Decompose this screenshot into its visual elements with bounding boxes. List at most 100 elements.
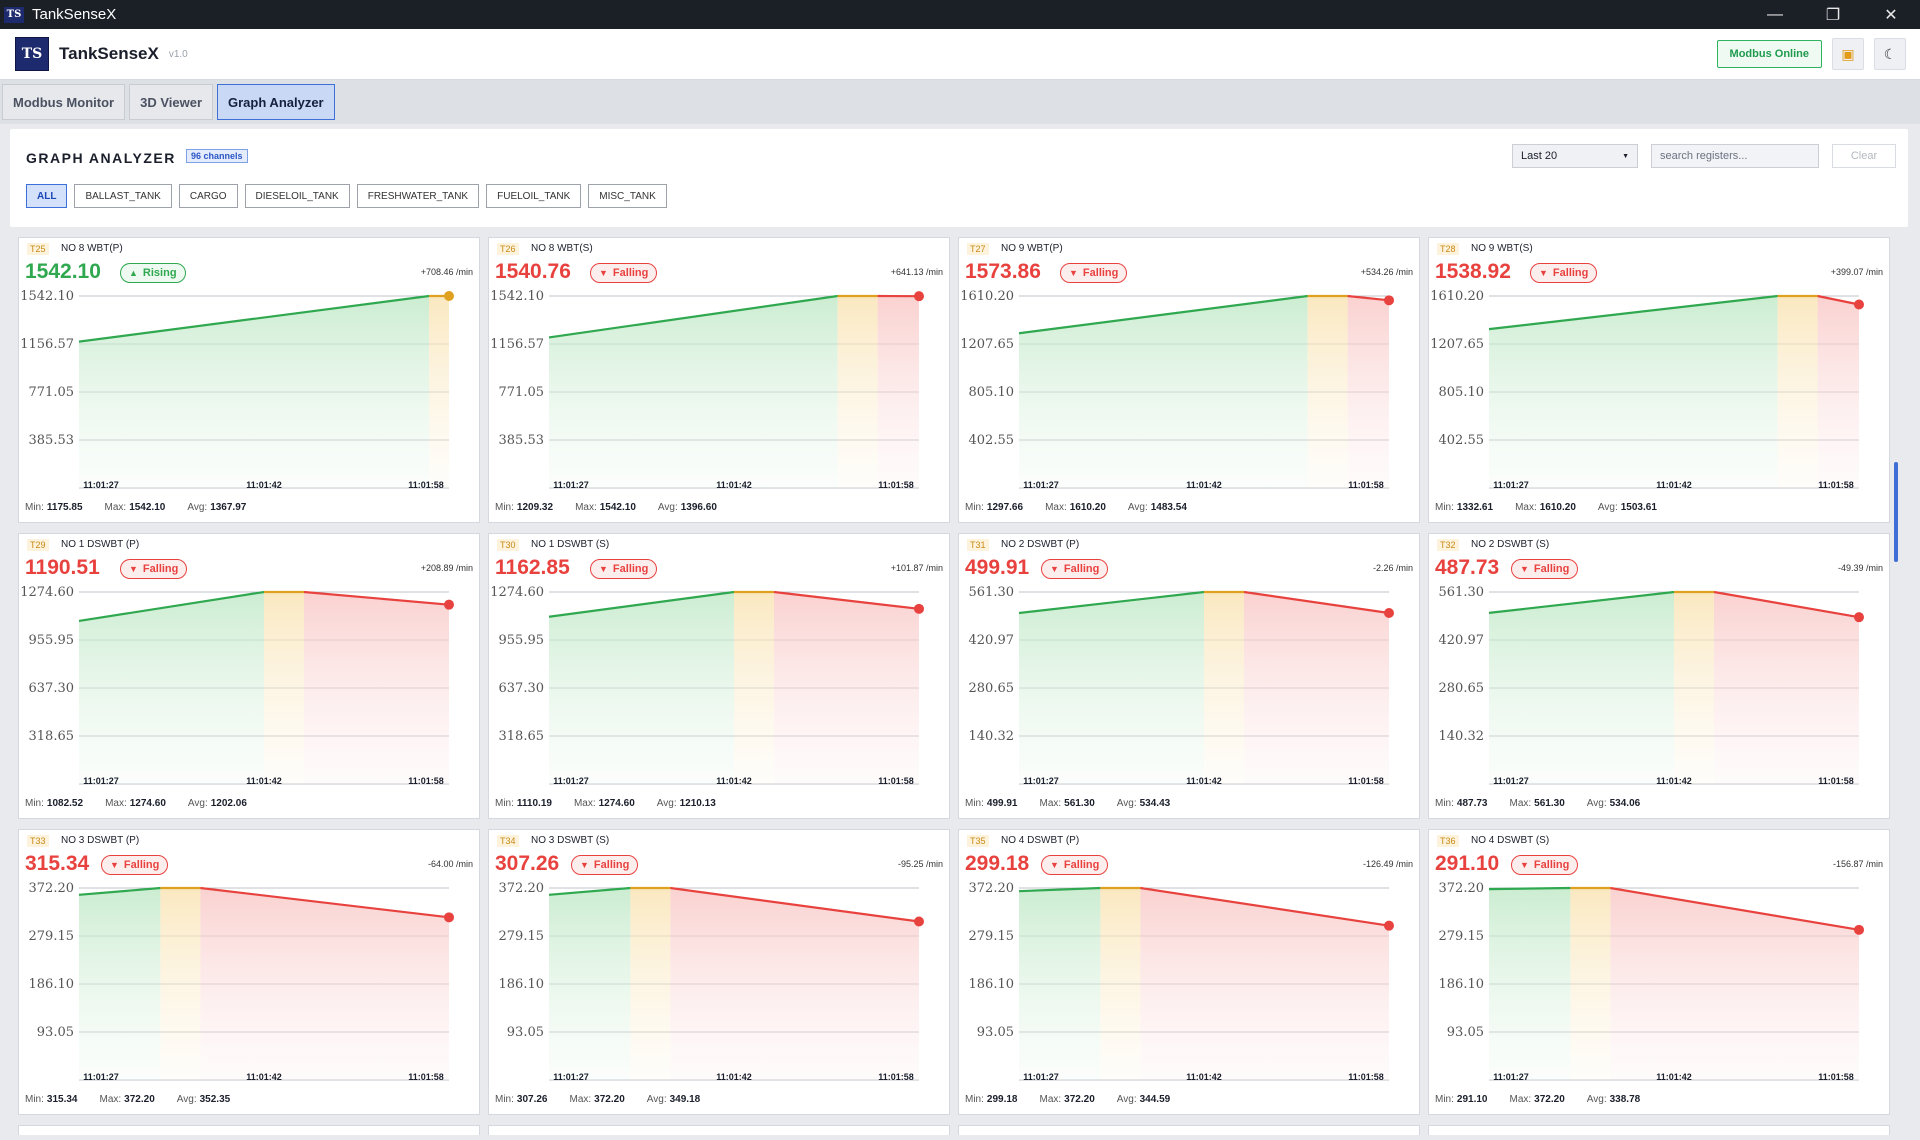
series-line-segment xyxy=(78,294,430,343)
chart-card[interactable]: T34 NO 3 DSWBT (S) 307.26 ▼ Falling -95.25 /m… xyxy=(488,829,950,1115)
range-select-value: Last 20 xyxy=(1521,150,1558,162)
current-value: 1542.10 xyxy=(25,260,101,283)
latest-point[interactable] xyxy=(1384,920,1394,931)
area-segment xyxy=(1610,888,1859,1080)
theme-toggle-button[interactable]: ☾ xyxy=(1874,38,1906,70)
latest-point[interactable] xyxy=(444,599,454,610)
stat-avg-label: Avg: xyxy=(1586,1094,1607,1105)
trend-badge: ▼ Falling xyxy=(571,855,639,875)
y-tick-label: 1207.65 xyxy=(960,337,1014,352)
trend-badge: ▼ Falling xyxy=(1060,263,1128,283)
triangle-down-icon: ▼ xyxy=(110,860,119,870)
latest-point[interactable] xyxy=(444,912,454,923)
y-tick-label: 372.20 xyxy=(1439,881,1485,896)
stat-min-value: 1082.52 xyxy=(46,798,84,809)
chart-card[interactable]: T25 NO 8 WBT(P) 1542.10 ▲ Rising +708.46 /min… xyxy=(18,237,480,523)
filter-ballast-tank[interactable]: BALLAST_TANK xyxy=(74,184,172,208)
y-tick-label: 561.30 xyxy=(1439,585,1485,600)
stat-max-value: 1542.10 xyxy=(599,502,636,513)
area-segment xyxy=(304,592,449,784)
filter-misc-tank[interactable]: MISC_TANK xyxy=(588,184,667,208)
series-line-segment xyxy=(1018,590,1205,615)
filter-freshwater-tank[interactable]: FRESHWATER_TANK xyxy=(356,184,480,208)
tab-3d-viewer[interactable]: 3D Viewer xyxy=(129,84,214,120)
filter-dieseloil-tank[interactable]: DIESELOIL_TANK xyxy=(244,184,350,208)
series-line-segment xyxy=(1243,590,1390,615)
x-tick-label: 11:01:42 xyxy=(1186,776,1222,786)
latest-point[interactable] xyxy=(914,291,924,302)
scrollbar-thumb[interactable] xyxy=(1894,462,1898,562)
tank-name: NO 8 WBT(P) xyxy=(61,243,123,254)
y-tick-label: 420.97 xyxy=(1439,633,1485,648)
restore-icon[interactable]: ❐ xyxy=(1825,6,1841,24)
trend-badge: ▼ Falling xyxy=(1511,559,1579,579)
y-tick-label: 93.05 xyxy=(507,1025,544,1040)
y-tick-label: 372.20 xyxy=(29,881,75,896)
stat-min-value: 487.73 xyxy=(1456,798,1488,809)
app-icon: TS xyxy=(4,6,24,23)
y-tick-label: 93.05 xyxy=(977,1025,1014,1040)
latest-point[interactable] xyxy=(1384,295,1394,306)
chart-card[interactable]: T29 NO 1 DSWBT (P) 1190.51 ▼ Falling +208.89 … xyxy=(18,533,480,819)
filter-fueloil-tank[interactable]: FUELOIL_TANK xyxy=(486,184,582,208)
rate-of-change: -156.87 /min xyxy=(1832,859,1883,869)
trend-badge: ▲ Rising xyxy=(120,263,186,283)
latest-point[interactable] xyxy=(914,916,924,927)
search-input[interactable] xyxy=(1651,144,1819,168)
series-line-segment xyxy=(548,886,631,896)
clear-button[interactable]: Clear xyxy=(1832,144,1896,168)
latest-point[interactable] xyxy=(444,291,454,301)
chart-card[interactable]: T36 NO 4 DSWBT (S) 291.10 ▼ Falling -156.87 /… xyxy=(1428,829,1890,1115)
level-chart: 372.20 279.15 186.10 93.05 11:01:27 11:01:42 1… xyxy=(969,881,1394,1082)
chart-card[interactable]: T28 NO 9 WBT(S) 1538.92 ▼ Falling +399.07 /mi… xyxy=(1428,237,1890,523)
chart-card[interactable]: T27 NO 9 WBT(P) 1573.86 ▼ Falling +534.26 /mi… xyxy=(958,237,1420,523)
x-tick-label: 11:01:58 xyxy=(1348,1072,1384,1082)
tab-graph-analyzer[interactable]: Graph Analyzer xyxy=(217,84,335,120)
series-line-segment xyxy=(1713,590,1860,619)
y-tick-label: 402.55 xyxy=(1439,433,1485,448)
area-segment xyxy=(734,592,774,784)
tank-id-badge: T33 xyxy=(27,835,49,847)
stat-min-label: Min: xyxy=(1435,798,1454,809)
triangle-down-icon: ▼ xyxy=(1520,860,1529,870)
latest-point[interactable] xyxy=(1854,924,1864,935)
tank-name: NO 3 DSWBT (P) xyxy=(61,835,140,846)
stats-row: Min: 307.26 Max: 372.20 Avg: 349.18 xyxy=(495,1094,722,1105)
stat-max-label: Max: xyxy=(1515,502,1537,513)
triangle-down-icon: ▼ xyxy=(580,860,589,870)
x-tick-label: 11:01:42 xyxy=(1186,1072,1222,1082)
stat-min-value: 299.18 xyxy=(986,1094,1018,1105)
latest-point[interactable] xyxy=(1384,607,1394,618)
stat-max-label: Max: xyxy=(1039,798,1062,809)
chart-card[interactable]: T30 NO 1 DSWBT (S) 1162.85 ▼ Falling +101.87 … xyxy=(488,533,950,819)
chart-card[interactable]: T33 NO 3 DSWBT (P) 315.34 ▼ Falling -64.00 /m… xyxy=(18,829,480,1115)
tab-modbus-monitor[interactable]: Modbus Monitor xyxy=(2,84,126,120)
chart-card[interactable]: T26 NO 8 WBT(S) 1540.76 ▼ Falling +641.13 /mi… xyxy=(488,237,950,523)
series-line-segment xyxy=(1018,886,1101,893)
filter-all[interactable]: ALL xyxy=(26,184,68,208)
stat-max-value: 1610.20 xyxy=(1069,502,1106,513)
range-select[interactable]: Last 20 ▼ xyxy=(1512,144,1638,168)
filter-cargo[interactable]: CARGO xyxy=(178,184,238,208)
close-icon[interactable]: ✕ xyxy=(1884,6,1898,24)
latest-point[interactable] xyxy=(1854,299,1864,310)
stat-max-label: Max: xyxy=(1509,798,1532,809)
chart-card[interactable]: T31 NO 2 DSWBT (P) 499.91 ▼ Falling -2.26 /mi… xyxy=(958,533,1420,819)
stat-max-label: Max: xyxy=(573,798,596,809)
y-tick-label: 1274.60 xyxy=(490,585,544,600)
y-tick-label: 1610.20 xyxy=(960,289,1014,304)
stat-avg-value: 352.35 xyxy=(199,1094,231,1105)
latest-point[interactable] xyxy=(1854,612,1864,623)
minimize-icon[interactable]: — xyxy=(1767,5,1783,23)
trend-label: Falling xyxy=(612,563,649,575)
lock-button[interactable]: ▣ xyxy=(1832,38,1864,70)
stat-avg-label: Avg: xyxy=(657,502,678,513)
y-tick-label: 372.20 xyxy=(969,881,1015,896)
x-tick-label: 11:01:42 xyxy=(246,480,282,490)
chart-card[interactable]: T35 NO 4 DSWBT (P) 299.18 ▼ Falling -126.49 /… xyxy=(958,829,1420,1115)
chart-card[interactable]: T32 NO 2 DSWBT (S) 487.73 ▼ Falling -49.39 /m… xyxy=(1428,533,1890,819)
latest-point[interactable] xyxy=(914,603,924,614)
y-tick-label: 279.15 xyxy=(969,929,1015,944)
x-tick-label: 11:01:27 xyxy=(553,480,589,490)
series-line-segment xyxy=(548,294,838,339)
